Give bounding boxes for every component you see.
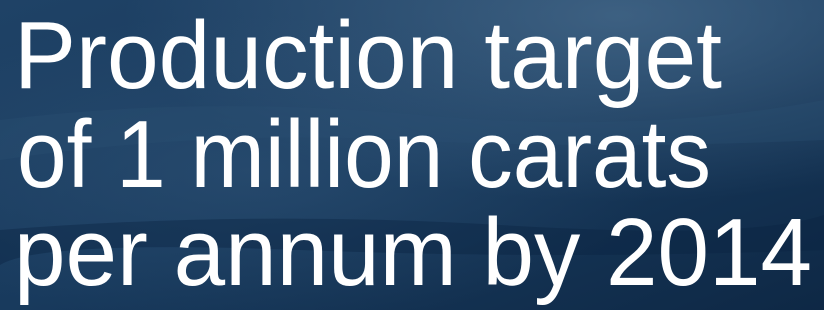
headline-line: per annum by 2014 [14,199,812,306]
slide: Production target of 1 million carats pe… [0,0,824,310]
page: {"headline": {"lines": ["Production targ… [0,0,824,310]
headline-line: of 1 million carats [17,101,711,208]
headline-line: Production target [14,2,722,109]
